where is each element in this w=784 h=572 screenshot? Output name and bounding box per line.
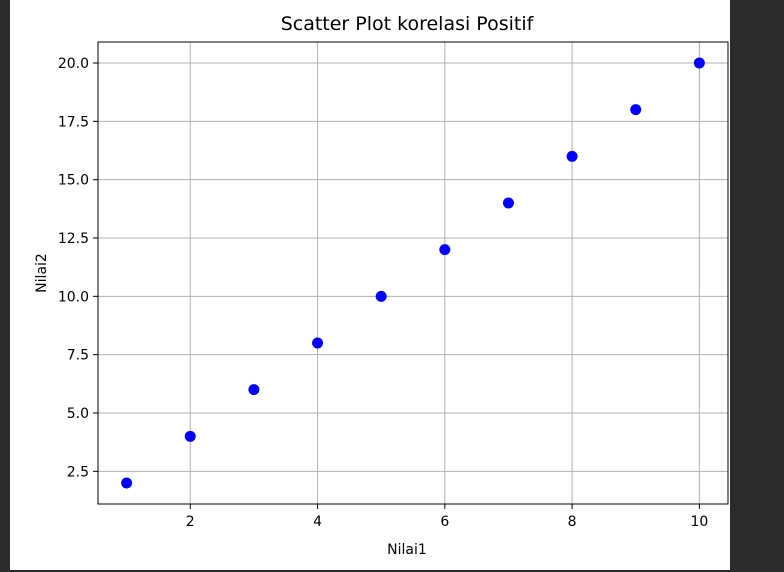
x-tick-label: 6 (440, 514, 449, 530)
axes-frame (97, 41, 729, 505)
data-points (121, 57, 705, 489)
grid (98, 42, 728, 504)
y-tick-label: 15.0 (58, 173, 89, 189)
data-point (248, 384, 260, 396)
scatter-chart: 2 4 6 8 10 2.5 5.0 7.5 10.0 12.5 15.0 17.5 20.0 Scat… (34, 13, 729, 558)
data-point (121, 477, 133, 489)
data-point (566, 150, 578, 162)
axis-ticks: 2 4 6 8 10 2.5 5.0 7.5 10.0 12.5 15.0 17.5 20.0 (58, 56, 708, 530)
y-tick-label: 20.0 (58, 56, 89, 72)
x-tick-label: 4 (313, 514, 322, 530)
y-tick-label: 2.5 (67, 464, 89, 480)
x-tick-label: 8 (568, 514, 577, 530)
data-point (693, 57, 705, 69)
data-point (184, 430, 196, 442)
x-tick-label: 2 (186, 514, 195, 530)
y-tick-label: 7.5 (67, 348, 89, 364)
y-tick-label: 12.5 (58, 231, 89, 247)
y-tick-label: 5.0 (67, 406, 89, 422)
chart-title: Scatter Plot korelasi Positif (281, 13, 535, 35)
data-point (502, 197, 514, 209)
x-tick-label: 10 (690, 514, 708, 530)
data-point (375, 290, 387, 302)
data-point (630, 104, 642, 116)
chart-figure: 2 4 6 8 10 2.5 5.0 7.5 10.0 12.5 15.0 17.5 20.0 Scat… (10, 0, 730, 570)
x-axis-label: Nilai1 (387, 542, 427, 558)
y-tick-label: 17.5 (58, 114, 89, 130)
data-point (439, 244, 451, 256)
y-axis-label: Nilai2 (34, 253, 50, 293)
y-tick-label: 10.0 (58, 289, 89, 305)
data-point (312, 337, 324, 349)
